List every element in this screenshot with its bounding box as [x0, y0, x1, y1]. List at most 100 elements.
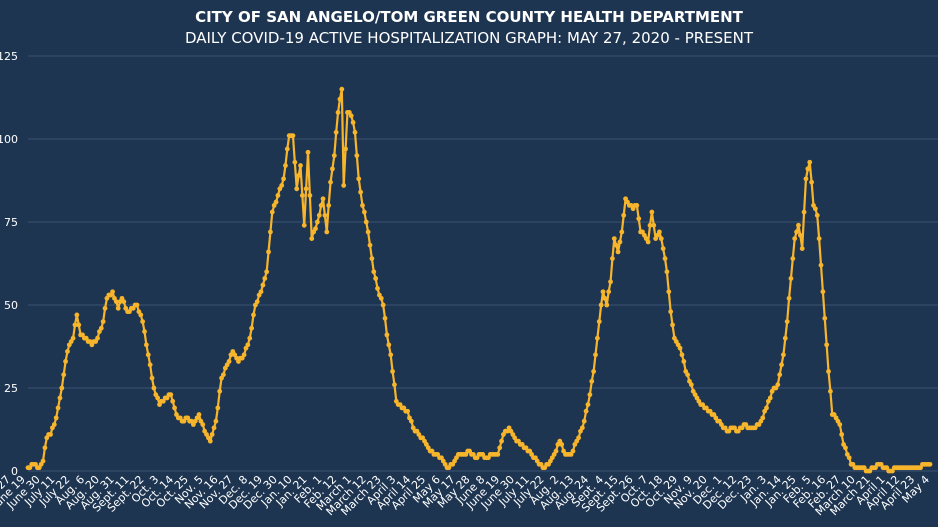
data-point [55, 405, 61, 411]
data-point [843, 445, 848, 451]
data-point [281, 176, 286, 182]
data-point [600, 289, 606, 295]
data-point [360, 203, 365, 208]
data-point [604, 302, 610, 308]
data-point [251, 312, 256, 318]
data-point [807, 159, 813, 165]
data-point [320, 196, 326, 202]
data-point [760, 415, 766, 421]
data-point [685, 372, 690, 378]
data-point [591, 369, 597, 374]
data-point [378, 295, 384, 301]
data-point [596, 319, 602, 324]
data-point [775, 382, 781, 388]
data-point [619, 229, 625, 235]
data-point [72, 322, 78, 328]
data-point [61, 372, 67, 378]
data-point [927, 461, 933, 467]
data-point [170, 398, 176, 404]
data-point [296, 173, 301, 178]
data-point [613, 242, 619, 248]
data-point [767, 395, 773, 401]
data-point [820, 289, 826, 295]
data-point [585, 402, 591, 407]
data-point [339, 86, 345, 92]
data-point [343, 146, 348, 152]
data-point [221, 372, 226, 378]
data-point [666, 289, 672, 295]
data-point [608, 279, 613, 285]
data-point [559, 442, 565, 447]
data-point [341, 183, 347, 188]
data-point [65, 349, 70, 354]
data-point [809, 179, 815, 185]
data-point [356, 176, 362, 182]
data-point [386, 342, 392, 348]
data-point [822, 315, 828, 321]
data-point [662, 256, 668, 261]
data-point [617, 239, 623, 245]
data-point [303, 186, 309, 192]
data-point [172, 405, 177, 411]
data-point [782, 335, 788, 341]
data-point [553, 448, 559, 454]
data-point [51, 422, 57, 427]
y-tick-label-25: 25 [4, 382, 18, 395]
data-point [499, 438, 504, 444]
data-point [382, 315, 388, 321]
data-point [115, 305, 121, 311]
data-point [292, 159, 298, 165]
data-point [95, 335, 100, 341]
data-point [679, 352, 685, 358]
data-point [621, 212, 627, 218]
data-point [102, 305, 108, 311]
data-point [121, 299, 127, 305]
data-point [143, 342, 149, 348]
data-point [333, 129, 339, 135]
data-point [365, 229, 371, 235]
data-point [610, 256, 615, 261]
data-point [606, 289, 612, 295]
data-point [645, 239, 651, 245]
data-point [337, 96, 343, 102]
data-point [805, 166, 811, 172]
data-point [784, 319, 790, 324]
data-point [598, 302, 604, 308]
data-point [262, 276, 268, 281]
data-point [350, 120, 356, 125]
data-point [777, 372, 783, 378]
data-point [314, 219, 320, 225]
data-point [367, 242, 373, 248]
data-point [636, 216, 642, 222]
data-point [373, 276, 379, 281]
data-point [812, 206, 818, 212]
data-point [294, 186, 300, 192]
data-point [764, 405, 769, 411]
data-point [301, 222, 307, 228]
data-point [664, 269, 670, 275]
data-point [649, 209, 655, 215]
data-point [63, 359, 68, 364]
y-tick-label-125: 125 [0, 50, 18, 63]
data-point [207, 438, 213, 444]
data-point [576, 435, 581, 441]
data-point [316, 212, 322, 218]
y-tick-label-75: 75 [4, 216, 18, 229]
data-point [497, 445, 503, 451]
data-point [839, 432, 845, 437]
data-point [779, 362, 784, 368]
data-point [149, 375, 155, 381]
data-point [788, 276, 794, 281]
data-point [298, 163, 303, 168]
data-point [799, 246, 805, 251]
data-point [495, 452, 501, 457]
data-point [816, 236, 822, 242]
data-point [677, 345, 683, 351]
data-point [264, 269, 270, 275]
data-point [358, 189, 364, 195]
data-point [826, 369, 831, 374]
data-point [651, 222, 657, 228]
data-point [48, 432, 53, 437]
data-point [647, 222, 653, 228]
data-point [602, 295, 608, 301]
